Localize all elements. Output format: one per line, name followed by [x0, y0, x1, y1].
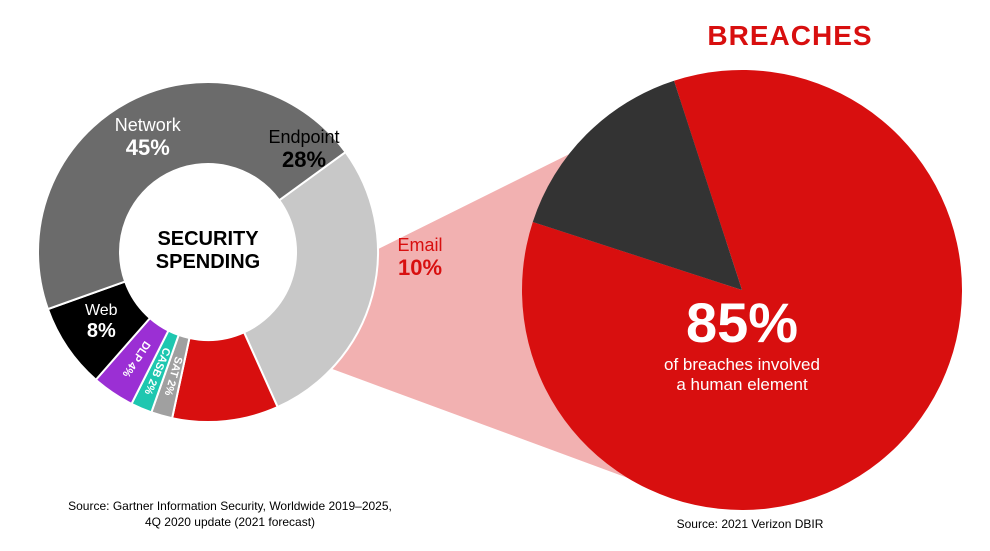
donut-hole: [120, 164, 296, 340]
chart-canvas: [0, 0, 990, 551]
source-right: Source: 2021 Verizon DBIR: [610, 516, 890, 532]
source-left: Source: Gartner Information Security, Wo…: [40, 498, 420, 530]
breaches-title: BREACHES: [650, 20, 930, 52]
